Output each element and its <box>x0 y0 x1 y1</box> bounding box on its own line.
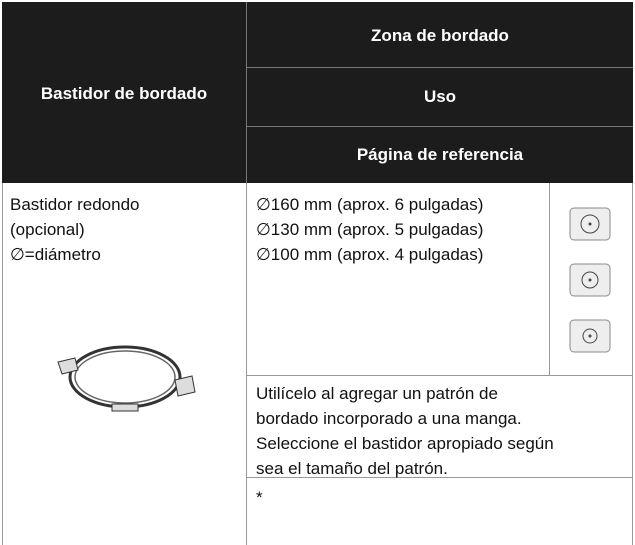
header-cell: Página de referencia <box>356 145 524 164</box>
frame-line: ∅=diámetro <box>10 245 101 264</box>
header-cell: Zona de bordado <box>371 26 509 45</box>
hoop-illustration <box>57 345 196 412</box>
divider <box>247 67 633 68</box>
border <box>247 375 633 376</box>
border <box>246 183 247 545</box>
border <box>247 477 633 478</box>
reference: * <box>256 488 263 507</box>
key-icons <box>569 207 611 353</box>
usage-line: bordado incorporado a una manga. <box>256 409 522 428</box>
divider <box>247 126 633 127</box>
divider <box>246 2 247 183</box>
border <box>632 183 633 545</box>
size-line: ∅130 mm (aprox. 5 pulgadas) <box>256 220 484 239</box>
header-cell: Uso <box>423 87 457 106</box>
size-line: ∅100 mm (aprox. 4 pulgadas) <box>256 245 484 264</box>
frame-line: Bastidor redondo <box>10 195 140 214</box>
size-line: ∅160 mm (aprox. 6 pulgadas) <box>256 195 484 214</box>
usage-line: Utilícelo al agregar un patrón de <box>256 384 498 403</box>
header-cell: Bastidor de bordado <box>40 84 208 103</box>
usage-line: sea el tamaño del patrón. <box>256 459 448 478</box>
table-header <box>2 2 633 183</box>
usage-line: Seleccione el bastidor apropiado según <box>256 434 554 453</box>
border <box>2 183 3 545</box>
frame-line: (opcional) <box>10 220 85 239</box>
border <box>549 183 550 376</box>
